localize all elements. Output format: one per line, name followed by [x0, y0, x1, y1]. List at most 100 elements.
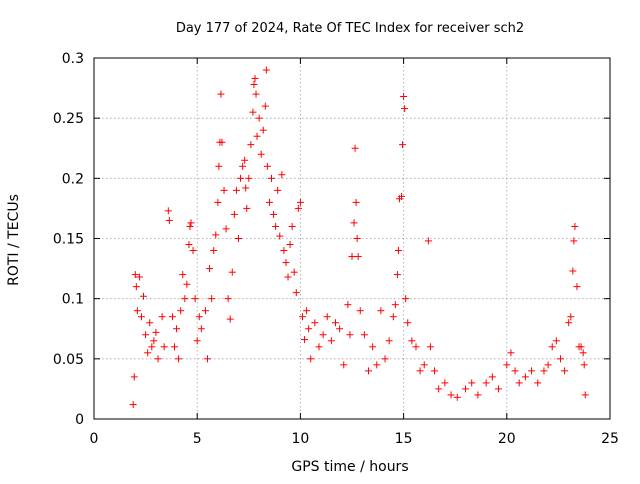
data-point — [348, 253, 356, 261]
data-point — [394, 247, 402, 255]
data-point — [435, 385, 443, 393]
data-point — [296, 198, 304, 206]
data-point — [381, 355, 389, 363]
x-tick-label: 15 — [395, 431, 413, 447]
data-point — [282, 259, 290, 267]
data-point — [168, 313, 176, 321]
data-point — [528, 367, 536, 375]
y-tick-label: 0.05 — [53, 352, 84, 368]
data-point — [365, 367, 373, 375]
data-point — [565, 319, 573, 327]
data-point — [571, 222, 579, 230]
y-tick-label: 0.3 — [62, 51, 84, 67]
data-point — [259, 126, 267, 134]
data-point — [274, 186, 282, 194]
data-point — [265, 198, 273, 206]
data-point — [284, 273, 292, 281]
data-point — [193, 337, 201, 345]
x-tick-label: 5 — [193, 431, 202, 447]
data-point — [215, 162, 223, 170]
data-point — [208, 295, 216, 303]
data-point — [173, 325, 181, 333]
data-point — [503, 361, 511, 369]
data-point — [412, 343, 420, 351]
data-point — [488, 373, 496, 381]
data-point — [245, 174, 253, 182]
data-point — [556, 355, 564, 363]
data-point — [148, 343, 156, 351]
data-point — [404, 319, 412, 327]
data-point — [570, 237, 578, 245]
data-point — [189, 247, 197, 255]
data-point — [179, 271, 187, 279]
data-point — [181, 295, 189, 303]
data-point — [268, 174, 276, 182]
data-point — [393, 271, 401, 279]
data-point — [262, 66, 270, 74]
data-point — [218, 138, 226, 146]
x-tick-label: 10 — [291, 431, 309, 447]
data-point — [354, 253, 362, 261]
data-point — [408, 337, 416, 345]
data-point — [280, 247, 288, 255]
data-point — [544, 361, 552, 369]
data-point — [160, 343, 168, 351]
data-point — [548, 343, 556, 351]
data-point — [581, 391, 589, 399]
data-point — [579, 349, 587, 357]
y-tick-label: 0 — [75, 412, 84, 428]
data-point — [360, 331, 368, 339]
data-point — [212, 231, 220, 239]
data-point — [242, 184, 250, 192]
data-point — [400, 93, 408, 101]
data-point — [431, 367, 439, 375]
data-point — [567, 313, 575, 321]
x-tick-label: 0 — [90, 431, 99, 447]
x-tick-labels: 0 5 10 15 20 25 — [90, 431, 619, 447]
data-point — [261, 102, 269, 110]
data-point — [135, 273, 143, 281]
data-point — [336, 325, 344, 333]
data-point — [201, 307, 209, 315]
data-point — [137, 313, 145, 321]
data-point — [130, 373, 138, 381]
data-point — [144, 349, 152, 357]
data-point — [247, 141, 255, 149]
data-point — [195, 313, 203, 321]
data-point — [515, 379, 523, 387]
data-point — [158, 313, 166, 321]
data-point — [204, 355, 212, 363]
data-point — [175, 355, 183, 363]
data-point — [164, 207, 172, 215]
axis-ticks — [93, 57, 611, 420]
y-tick-label: 0.2 — [62, 171, 84, 187]
data-point — [507, 349, 515, 357]
data-point — [222, 225, 230, 233]
data-point — [307, 355, 315, 363]
data-point — [462, 385, 470, 393]
data-point — [352, 198, 360, 206]
data-point — [263, 162, 271, 170]
data-point — [210, 247, 218, 255]
data-point — [255, 114, 263, 122]
data-point — [251, 74, 259, 82]
data-point — [540, 367, 548, 375]
data-point — [250, 80, 258, 88]
y-tick-label: 0.1 — [62, 292, 84, 308]
data-point — [270, 210, 278, 218]
data-point — [426, 343, 434, 351]
data-point — [185, 241, 193, 249]
data-point — [511, 367, 519, 375]
data-point — [344, 301, 352, 309]
data-point — [331, 319, 339, 327]
data-point — [402, 295, 410, 303]
y-tick-label: 0.15 — [53, 232, 84, 248]
data-point — [237, 174, 245, 182]
data-point — [243, 204, 251, 212]
x-tick-label: 20 — [498, 431, 516, 447]
data-point — [495, 385, 503, 393]
data-point — [447, 391, 455, 399]
y-tick-labels: 0 0.05 0.1 0.15 0.2 0.25 0.3 — [53, 51, 84, 428]
